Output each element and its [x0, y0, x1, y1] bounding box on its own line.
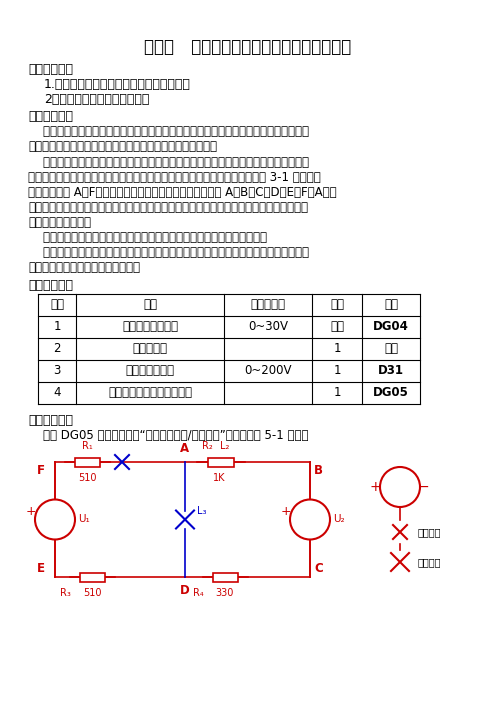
Text: 1K: 1K	[213, 473, 225, 483]
Text: 6V: 6V	[48, 515, 62, 524]
Text: 电位、电压测定实验电路板: 电位、电压测定实验电路板	[108, 387, 192, 399]
Bar	[80, 573, 105, 581]
Text: 四、实验内容: 四、实验内容	[28, 414, 73, 427]
Text: 数量: 数量	[330, 298, 344, 312]
Text: 实验二   电位、电压的测定电路电位图的绘制: 实验二 电位、电压的测定电路电位图的绘制	[144, 38, 352, 56]
Text: +: +	[369, 480, 381, 494]
Text: B: B	[314, 464, 323, 477]
Text: U₁: U₁	[78, 515, 90, 524]
Text: 根据测得的各点电位值，在各点所在的垂直线上描点。用直线依次连接相邻两个电位点，即: 根据测得的各点电位值，在各点所在的垂直线上描点。用直线依次连接相邻两个电位点，即	[28, 201, 308, 214]
Text: 510: 510	[78, 473, 96, 483]
Text: 电流探头: 电流探头	[418, 527, 441, 537]
Text: 电位差（即电压）则是绝对的，它不因参考点的变动而改变。: 电位差（即电压）则是绝对的，它不因参考点的变动而改变。	[28, 140, 217, 153]
Text: 其各点电位变化的规律却是一样的。: 其各点电位变化的规律却是一样的。	[28, 261, 140, 274]
Text: 1: 1	[333, 387, 341, 399]
Text: DG05: DG05	[373, 387, 409, 399]
Bar	[208, 458, 234, 467]
Text: C: C	[314, 562, 323, 575]
Text: L₃: L₃	[197, 505, 206, 515]
Text: 直流可调稳压电源: 直流可调稳压电源	[122, 321, 178, 333]
Circle shape	[290, 500, 330, 540]
Text: 名称: 名称	[143, 298, 157, 312]
Text: 三、实验设备: 三、实验设备	[28, 279, 73, 292]
Text: 1.验证电路中电位的相对性、电压的绝对性: 1.验证电路中电位的相对性、电压的绝对性	[44, 78, 191, 91]
Circle shape	[35, 500, 75, 540]
Text: 0~30V: 0~30V	[248, 321, 288, 333]
Text: 1: 1	[333, 364, 341, 378]
Text: R₃: R₃	[60, 588, 70, 598]
Text: D31: D31	[378, 364, 404, 378]
Text: 得该电路的电位图。: 得该电路的电位图。	[28, 216, 91, 229]
Text: 在电路中电位参考点可任意选定。对于不同的参考点，所绘出的电位图形是不同的，但: 在电路中电位参考点可任意选定。对于不同的参考点，所绘出的电位图形是不同的，但	[28, 246, 309, 259]
Text: 点。要制作某一电路的电位图，先以一定的顺序对电路中各被测点编号，以图 3-1 的电路为: 点。要制作某一电路的电位图，先以一定的顺序对电路中各被测点编号，以图 3-1 的…	[28, 171, 321, 184]
Text: +: +	[281, 505, 291, 518]
Text: 在电位图中，任意两个被测点的纵坐标值之差即为该两点之间的电压值。: 在电位图中，任意两个被测点的纵坐标值之差即为该两点之间的电压值。	[28, 231, 267, 244]
Text: 在一个闭合电路中，各点电位的高低视所选的电位参考点的不同而变，但任意两点间的: 在一个闭合电路中，各点电位的高低视所选的电位参考点的不同而变，但任意两点间的	[28, 125, 309, 138]
Text: E: E	[37, 562, 45, 575]
Text: U₂: U₂	[333, 515, 345, 524]
Text: 二路: 二路	[330, 321, 344, 333]
Text: DG04: DG04	[373, 321, 409, 333]
Text: R₄: R₄	[192, 588, 203, 598]
Text: 自备: 自备	[384, 343, 398, 355]
Text: 510: 510	[83, 588, 101, 598]
Text: L₂: L₂	[220, 441, 230, 451]
Text: F: F	[37, 464, 45, 477]
Text: mA: mA	[390, 482, 409, 492]
Text: A: A	[181, 442, 189, 455]
Text: R₁: R₁	[82, 441, 92, 451]
Text: 4: 4	[53, 387, 61, 399]
Circle shape	[380, 467, 420, 507]
Text: D: D	[180, 584, 190, 597]
Text: 1: 1	[53, 321, 61, 333]
Text: 利用 DG05 实验挂筱上的“基尔霍夫定律/叠加原理”线路，按图 5-1 接线。: 利用 DG05 实验挂筱上的“基尔霍夫定律/叠加原理”线路，按图 5-1 接线。	[28, 429, 309, 442]
Text: 序号: 序号	[50, 298, 64, 312]
Text: 12V: 12V	[300, 515, 320, 524]
Text: R₂: R₂	[202, 441, 212, 451]
Text: +: +	[26, 505, 36, 518]
Text: 例，如图中的 A～F，并在坐标横轴上按顺序、均匀间隔标上 A、B、C、D、E、F、A。再: 例，如图中的 A～F，并在坐标横轴上按顺序、均匀间隔标上 A、B、C、D、E、F…	[28, 186, 337, 199]
Text: 二、原理说明: 二、原理说明	[28, 110, 73, 123]
Text: 直流数字电压表: 直流数字电压表	[125, 364, 175, 378]
Text: 2: 2	[53, 343, 61, 355]
Text: 2．掌握电路电位图的绘制方法: 2．掌握电路电位图的绘制方法	[44, 93, 149, 106]
Text: −: −	[417, 480, 429, 494]
Text: 型号与规格: 型号与规格	[250, 298, 286, 312]
Text: 3: 3	[53, 364, 61, 378]
Bar	[213, 573, 238, 581]
Text: 电压探头: 电压探头	[418, 557, 441, 567]
Text: 一、实验目的: 一、实验目的	[28, 63, 73, 76]
Text: 0~200V: 0~200V	[244, 364, 292, 378]
Text: 万　用　表: 万 用 表	[132, 343, 168, 355]
Bar	[75, 458, 100, 467]
Text: 1: 1	[333, 343, 341, 355]
Text: 330: 330	[216, 588, 234, 598]
Text: 备注: 备注	[384, 298, 398, 312]
Text: 电位图是一种平面坐标一、四两象限内的折线图。其纵坐标为电位值，横坐标为各被测: 电位图是一种平面坐标一、四两象限内的折线图。其纵坐标为电位值，横坐标为各被测	[28, 156, 309, 169]
